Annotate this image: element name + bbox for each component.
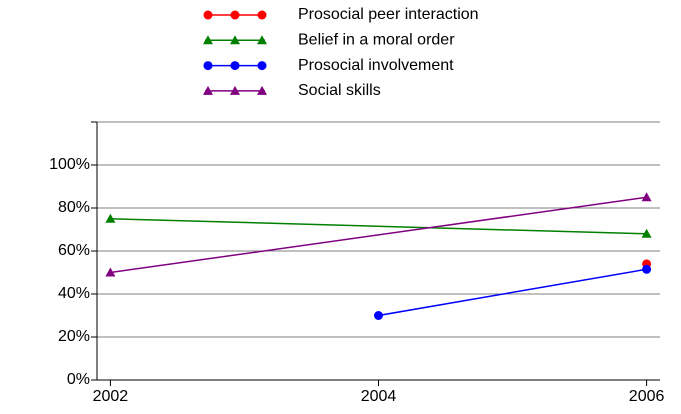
x-tick-label: 2002 xyxy=(93,388,129,405)
legend-marker xyxy=(203,85,213,95)
legend-marker xyxy=(230,61,240,71)
legend-label: Prosocial peer interaction xyxy=(298,6,479,23)
legend-marker xyxy=(230,85,240,95)
x-tick-label: 2004 xyxy=(361,388,397,405)
legend-marker xyxy=(257,35,267,45)
legend-label: Social skills xyxy=(298,82,381,99)
y-tick-label: 60% xyxy=(58,242,90,259)
legend-marker xyxy=(257,61,267,71)
data-point xyxy=(105,267,116,277)
series-line xyxy=(110,218,647,235)
legend-marker xyxy=(230,35,240,45)
y-tick-label: 40% xyxy=(58,285,90,302)
series-line xyxy=(110,196,647,274)
y-tick-label: 20% xyxy=(58,328,90,345)
legend-label: Belief in a moral order xyxy=(298,32,455,49)
legend-marker xyxy=(203,35,213,45)
data-point xyxy=(374,311,383,320)
legend-marker xyxy=(203,10,213,20)
legend-marker xyxy=(257,85,267,95)
series-line xyxy=(378,268,647,317)
data-point xyxy=(641,228,652,238)
legend-marker xyxy=(257,10,267,20)
data-point xyxy=(105,213,116,223)
legend-label: Prosocial involvement xyxy=(298,57,454,74)
x-tick-label: 2006 xyxy=(629,388,665,405)
y-tick-label: 80% xyxy=(58,199,90,216)
legend-marker xyxy=(203,61,213,71)
data-point xyxy=(641,192,652,202)
legend-marker xyxy=(230,10,240,20)
data-point xyxy=(642,264,652,274)
y-tick-label: 100% xyxy=(49,156,90,173)
y-tick-label: 0% xyxy=(67,371,90,388)
